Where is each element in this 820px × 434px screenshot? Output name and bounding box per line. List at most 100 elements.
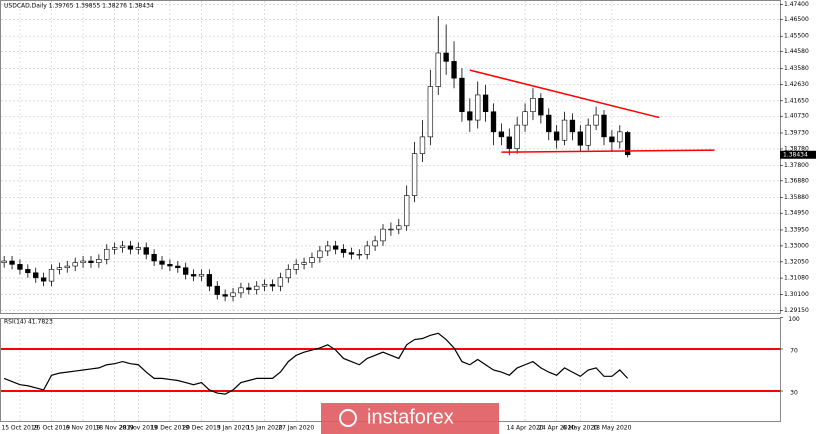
y-tick-label: 1.47400 bbox=[784, 1, 809, 8]
candle-body bbox=[396, 225, 402, 230]
candle-body bbox=[356, 253, 362, 256]
candle-body bbox=[206, 274, 213, 287]
x-tick-label: 15 Jan 2020 bbox=[247, 425, 283, 432]
candle-body bbox=[9, 260, 15, 265]
candle-body bbox=[514, 124, 520, 149]
candle-body bbox=[404, 195, 410, 227]
candle-body bbox=[553, 131, 560, 141]
y-tick-label: 1.34950 bbox=[784, 210, 809, 217]
candle-body bbox=[585, 124, 591, 146]
y-tick-label: 1.32050 bbox=[784, 258, 809, 265]
candle-body bbox=[569, 119, 576, 133]
candle-body bbox=[380, 228, 386, 242]
candle-body bbox=[419, 136, 426, 154]
candle-body bbox=[254, 285, 260, 290]
y-tick-label: 1.30100 bbox=[784, 291, 809, 298]
candle-body bbox=[40, 277, 47, 282]
candle-body bbox=[593, 114, 599, 126]
x-tick-label: 6 Nov 2019 bbox=[66, 425, 101, 432]
candle-body bbox=[183, 267, 189, 275]
candle-body bbox=[25, 269, 31, 274]
candle-body bbox=[601, 114, 607, 138]
candle-body bbox=[498, 131, 505, 138]
candle-body bbox=[475, 94, 481, 121]
candle-body bbox=[214, 285, 220, 295]
candle-body bbox=[506, 136, 512, 149]
candle-body bbox=[348, 252, 355, 255]
x-tick-label: 15 Oct 2019 bbox=[1, 425, 38, 432]
candle-body bbox=[625, 132, 631, 156]
candle-body bbox=[238, 287, 244, 294]
y-tick-label: 1.38780 bbox=[784, 145, 809, 152]
y-tick-label: 1.40730 bbox=[784, 113, 809, 120]
last-price-box bbox=[780, 150, 816, 159]
candle-body bbox=[48, 269, 55, 282]
candle-body bbox=[293, 264, 299, 270]
candle-body bbox=[388, 228, 394, 231]
watermark-icon bbox=[339, 409, 357, 427]
candle-body bbox=[80, 260, 86, 263]
candle-body bbox=[561, 119, 568, 141]
candle-body bbox=[482, 94, 489, 113]
x-tick-label: 20 Dec 2019 bbox=[182, 425, 221, 432]
x-tick-label: 6 May 2020 bbox=[563, 425, 598, 432]
y-tick-label: 1.35880 bbox=[784, 194, 809, 201]
candle-body bbox=[538, 97, 544, 116]
candle-body bbox=[451, 61, 457, 79]
candle-body bbox=[332, 245, 339, 250]
x-tick-label: 18 May 2020 bbox=[592, 425, 631, 432]
y-tick-label: 1.33950 bbox=[784, 226, 809, 233]
candle-body bbox=[277, 277, 284, 287]
x-tick-label: 25 Oct 2019 bbox=[33, 425, 70, 432]
candle-body bbox=[261, 284, 268, 287]
x-tick-label: 24 Apr 2020 bbox=[538, 425, 575, 432]
candle-body bbox=[609, 136, 615, 143]
candle-body bbox=[285, 269, 291, 279]
candle-body bbox=[443, 52, 449, 62]
candle-body bbox=[111, 247, 118, 250]
y-tick-label: 1.33000 bbox=[784, 242, 809, 249]
candle-body bbox=[427, 86, 434, 138]
y-tick-label: 1.36880 bbox=[784, 177, 809, 184]
x-tick-label: 10 Dec 2019 bbox=[151, 425, 190, 432]
y-tick-label: 1.39730 bbox=[784, 130, 809, 137]
y-tick-label: 100 bbox=[788, 316, 800, 323]
candle-body bbox=[364, 245, 370, 255]
y-tick-label: 1.37800 bbox=[784, 162, 809, 169]
candle-body bbox=[198, 274, 205, 277]
candle-body bbox=[17, 264, 23, 270]
candle-body bbox=[1, 260, 7, 263]
watermark: instaforex bbox=[321, 403, 499, 434]
candle-body bbox=[372, 240, 378, 247]
candle-body bbox=[190, 274, 197, 277]
y-tick-label: 30 bbox=[790, 390, 798, 397]
candle-body bbox=[546, 114, 552, 133]
candle-body bbox=[151, 253, 157, 262]
candle-body bbox=[56, 267, 63, 270]
candle-body bbox=[490, 111, 497, 133]
y-tick-label: 1.44580 bbox=[784, 48, 809, 55]
candle-body bbox=[167, 264, 173, 267]
x-tick-label: 3 Jan 2020 bbox=[217, 425, 249, 432]
y-tick-label: 1.41650 bbox=[784, 97, 809, 104]
candle-body bbox=[317, 250, 323, 258]
candle-body bbox=[96, 259, 102, 263]
candle-body bbox=[340, 248, 347, 253]
rsi-title: RSI(14) 41.7823 bbox=[4, 319, 53, 326]
last-price-label: 1.38434 bbox=[783, 151, 808, 158]
candle-body bbox=[301, 262, 307, 265]
candle-body bbox=[617, 131, 623, 143]
candle-body bbox=[246, 287, 252, 290]
y-tick-label: 1.43580 bbox=[784, 65, 809, 72]
candle-body bbox=[104, 248, 110, 260]
candle-body bbox=[325, 245, 331, 252]
candle-body bbox=[119, 245, 126, 248]
candle-body bbox=[33, 272, 39, 279]
watermark-text: instaforex bbox=[367, 406, 454, 428]
trendline bbox=[469, 69, 660, 119]
candle-body bbox=[435, 52, 441, 87]
candle-body bbox=[577, 131, 583, 146]
y-tick-label: 70 bbox=[790, 348, 798, 355]
candle-body bbox=[72, 262, 78, 267]
candle-body bbox=[230, 292, 236, 297]
